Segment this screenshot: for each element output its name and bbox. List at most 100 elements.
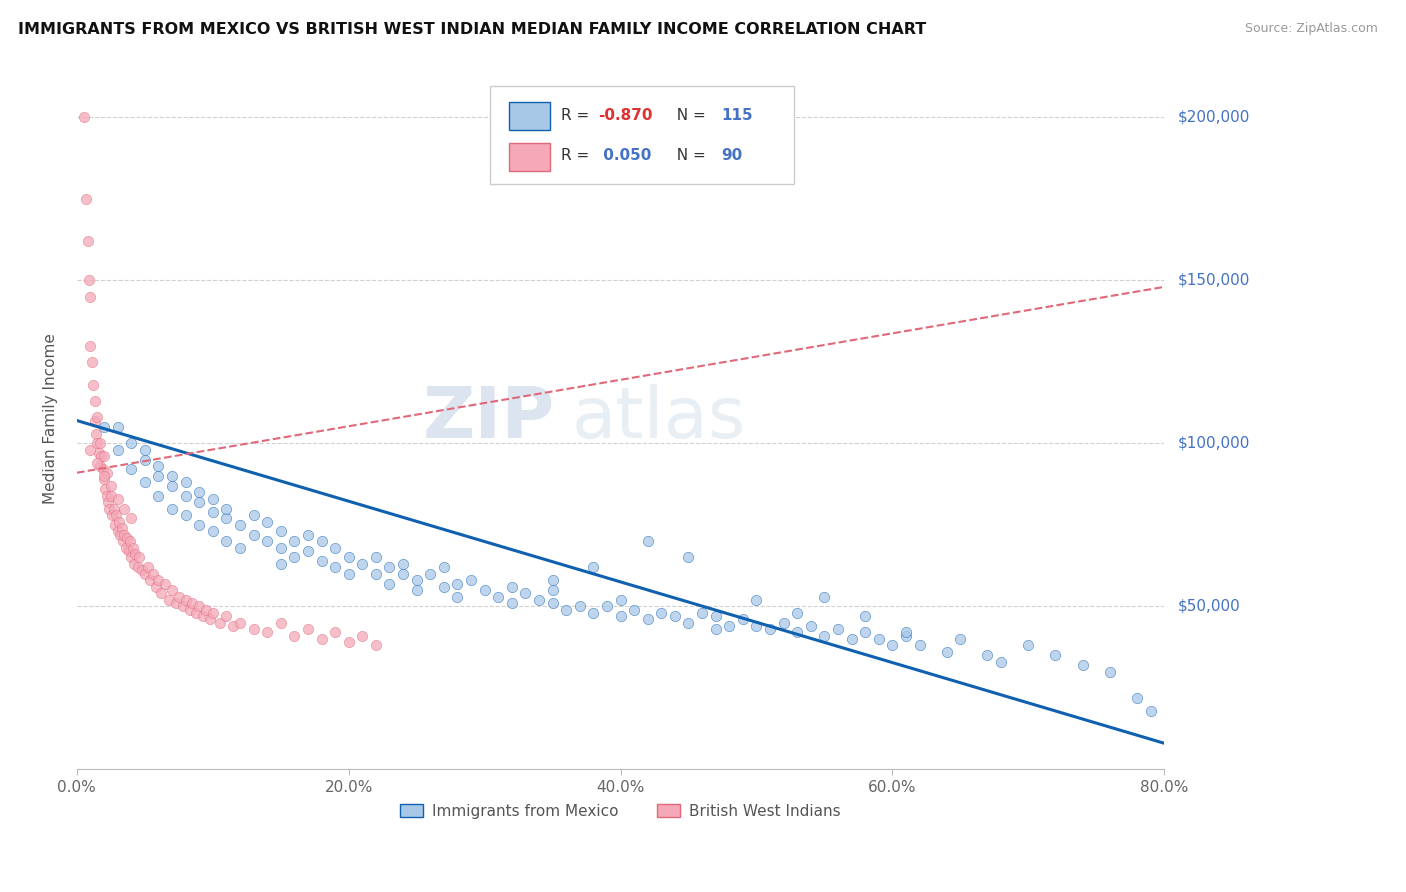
Point [731, 612, 754, 626]
Point [93, 469, 115, 483]
Point [93, 450, 115, 464]
Point [201, 524, 224, 539]
Point [222, 619, 245, 633]
Point [229, 541, 252, 555]
Point [174, 508, 197, 522]
Point [188, 495, 211, 509]
Point [124, 547, 146, 561]
Point [201, 505, 224, 519]
Point [127, 560, 149, 574]
Point [637, 534, 659, 549]
Point [120, 436, 142, 450]
Point [201, 606, 224, 620]
Text: R =: R = [561, 148, 593, 162]
Point [364, 566, 387, 581]
Point [160, 469, 183, 483]
Text: $150,000: $150,000 [1178, 273, 1250, 288]
Point [935, 645, 957, 659]
Point [181, 596, 204, 610]
Point [256, 534, 278, 549]
Point [172, 599, 194, 614]
Point [91, 462, 114, 476]
Point [215, 511, 238, 525]
Point [745, 592, 768, 607]
Point [990, 655, 1012, 669]
Point [188, 599, 211, 614]
Point [623, 602, 645, 616]
Point [827, 622, 849, 636]
Point [337, 550, 360, 565]
Point [433, 560, 456, 574]
Point [242, 622, 264, 636]
Point [150, 586, 173, 600]
Point [908, 639, 931, 653]
Point [208, 615, 231, 630]
Point [337, 566, 360, 581]
Point [82, 377, 104, 392]
Point [419, 566, 441, 581]
Point [103, 501, 125, 516]
Point [405, 582, 427, 597]
Point [188, 517, 211, 532]
Point [80, 355, 103, 369]
Point [364, 550, 387, 565]
Point [89, 436, 111, 450]
Point [283, 629, 305, 643]
Point [311, 554, 333, 568]
Text: R =: R = [561, 108, 593, 122]
Point [1017, 639, 1039, 653]
Point [188, 485, 211, 500]
Text: 115: 115 [721, 108, 754, 122]
Point [167, 590, 190, 604]
Point [110, 527, 132, 541]
Point [664, 609, 686, 624]
Point [112, 534, 135, 549]
Point [229, 615, 252, 630]
Point [198, 612, 221, 626]
Point [596, 599, 619, 614]
Point [111, 521, 134, 535]
Point [745, 619, 768, 633]
Point [364, 639, 387, 653]
Point [121, 541, 143, 555]
Point [392, 566, 415, 581]
Point [186, 606, 208, 620]
Point [515, 586, 537, 600]
Point [107, 420, 129, 434]
Point [134, 566, 156, 581]
Point [100, 489, 122, 503]
Point [378, 576, 401, 591]
Point [323, 625, 346, 640]
Point [446, 576, 468, 591]
Point [352, 557, 374, 571]
Point [107, 524, 129, 539]
Point [77, 273, 100, 287]
Point [894, 629, 917, 643]
Point [297, 544, 319, 558]
Point [270, 615, 292, 630]
Point [96, 466, 118, 480]
Text: ZIP: ZIP [423, 384, 555, 453]
Point [120, 550, 142, 565]
Point [201, 491, 224, 506]
Point [541, 582, 564, 597]
Point [392, 557, 415, 571]
Point [117, 544, 139, 558]
Point [813, 590, 835, 604]
Point [114, 541, 136, 555]
Point [527, 592, 550, 607]
Point [120, 462, 142, 476]
Point [118, 534, 141, 549]
Point [107, 491, 129, 506]
Point [1098, 665, 1121, 679]
Point [160, 582, 183, 597]
Point [145, 580, 167, 594]
Point [786, 625, 808, 640]
Point [93, 472, 115, 486]
Point [105, 508, 128, 522]
Point [148, 574, 170, 588]
Point [270, 524, 292, 539]
Point [101, 508, 124, 522]
Point [179, 602, 201, 616]
Point [297, 527, 319, 541]
